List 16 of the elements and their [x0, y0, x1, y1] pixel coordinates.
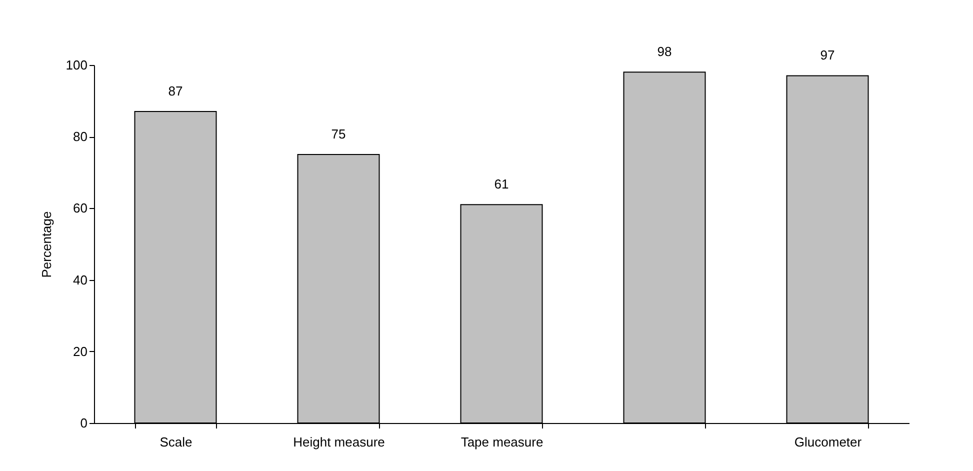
data-label: 75 — [331, 126, 346, 142]
y-tick-label: 40 — [73, 272, 88, 288]
y-tick-label: 20 — [73, 344, 88, 359]
x-tick-label: Tape measure — [460, 434, 544, 450]
y-tick-label: 0 — [80, 416, 88, 430]
x-tick-label: Glucometer — [794, 434, 862, 450]
data-label: 98 — [657, 44, 672, 60]
x-tick-label: Height measure — [293, 434, 385, 450]
x-tick-label: Scale — [160, 434, 192, 450]
data-label: 97 — [820, 48, 835, 63]
y-axis-title: Percentage — [38, 211, 54, 278]
y-tick-label: 80 — [73, 129, 88, 144]
data-label: 61 — [494, 176, 509, 192]
y-tick-label: 100 — [66, 58, 88, 72]
data-label: 87 — [168, 84, 183, 99]
y-tick-label: 60 — [73, 200, 88, 216]
